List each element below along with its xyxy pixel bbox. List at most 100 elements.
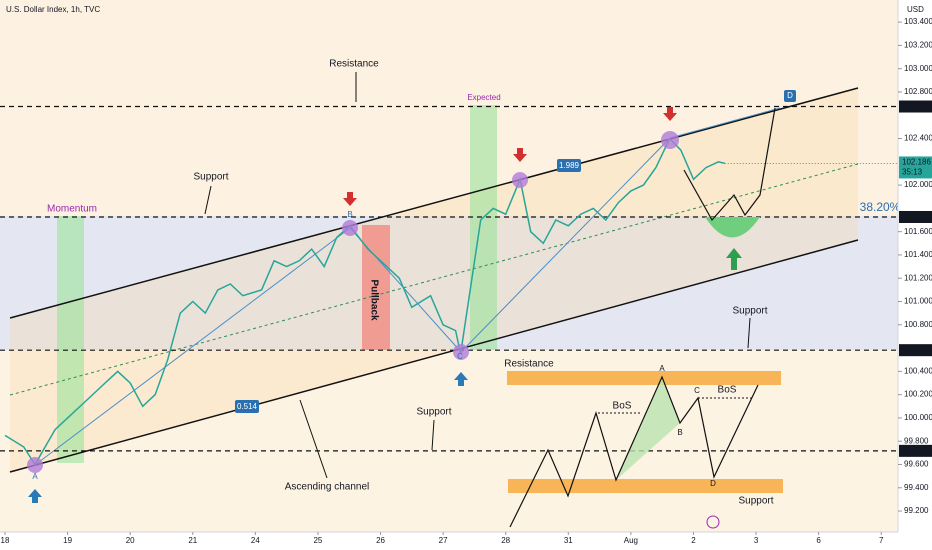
event-icon (706, 515, 720, 529)
level-box (899, 210, 932, 223)
y-tick-label: 102.800 (904, 87, 932, 96)
annotation: D (787, 91, 793, 100)
currency: USD (907, 5, 924, 14)
y-tick-label: 100.800 (904, 320, 932, 329)
level-label: 102.675 (902, 102, 931, 111)
pivot (661, 131, 679, 149)
y-tick-label: 103.400 (904, 17, 932, 26)
y-tick-label: 100.000 (904, 413, 932, 422)
pattern-fill (616, 377, 680, 480)
y-tick-label: 99.600 (904, 460, 929, 469)
price-line (4, 137, 725, 466)
x-tick-label: 27 (439, 536, 448, 545)
y-tick-label: 101.400 (904, 250, 932, 259)
channel-mid (9, 163, 859, 396)
annotation: Ascending channel (285, 482, 370, 493)
annotation: Resistance (329, 59, 379, 70)
pivot (27, 457, 43, 473)
y-tick-label: 103.000 (904, 64, 932, 73)
level-box (899, 100, 932, 113)
x-tick-label: 25 (313, 536, 322, 545)
annotation: A (32, 472, 38, 481)
y-tick-label: 100.400 (904, 366, 932, 375)
x-tick-label: 24 (251, 536, 260, 545)
annotation: Pullback (368, 279, 379, 321)
annotation: BoS (718, 385, 737, 396)
annotation: C (694, 386, 700, 395)
y-tick-label: 103.200 (904, 41, 932, 50)
pointer (431, 419, 435, 451)
pointer (747, 317, 751, 349)
channel-lower (9, 239, 859, 473)
pivot (342, 220, 358, 236)
price-axis (898, 0, 932, 550)
x-tick-label: 3 (754, 536, 759, 545)
x-tick-label: 18 (1, 536, 10, 545)
channel-upper (9, 87, 859, 319)
last-price-box (899, 156, 932, 179)
support-band (508, 479, 783, 493)
annotation: BoS (613, 401, 632, 412)
label-box (784, 90, 796, 102)
cup (705, 217, 760, 238)
annotation: 0.514 (237, 402, 258, 411)
pullback-box (362, 225, 390, 350)
x-tick-label: 31 (564, 536, 573, 545)
annotation: B (347, 210, 352, 219)
x-tick-label: 7 (879, 536, 884, 545)
y-tick-label: 101.200 (904, 273, 932, 282)
annotation: A (659, 364, 665, 373)
annotation: Support (416, 407, 451, 418)
annotation: Momentum (47, 204, 97, 215)
fib-label: 38.20% (860, 200, 901, 214)
up-arrow (726, 248, 742, 270)
resistance-band (507, 371, 781, 385)
pointer (299, 399, 328, 479)
y-tick-label: 99.800 (904, 436, 929, 445)
annotation: Support (193, 172, 228, 183)
x-tick-label: 6 (816, 536, 821, 545)
pivot (512, 172, 528, 188)
momentum-box (57, 216, 84, 463)
y-tick-label: 99.400 (904, 483, 929, 492)
label-box (235, 400, 259, 413)
last-price-label: 102.186 (902, 158, 931, 167)
level-label: 101.726 (902, 212, 931, 221)
up-arrow (28, 489, 42, 503)
level-label: 99.717 (902, 446, 927, 455)
x-tick-label: Aug (624, 536, 638, 545)
annotation: Support (732, 306, 767, 317)
annotation: Expected (467, 93, 500, 102)
projection (683, 107, 776, 222)
y-tick-label: 101.000 (904, 297, 932, 306)
x-tick-label: 19 (63, 536, 72, 545)
annotation: D (710, 479, 716, 488)
zone-upper (0, 0, 898, 216)
x-tick-label: 28 (501, 536, 510, 545)
y-tick-label: 102.000 (904, 180, 932, 189)
schematic-path (509, 375, 759, 528)
pivot (453, 344, 469, 360)
annotation: Support (738, 496, 773, 507)
level-box (899, 444, 932, 457)
x-tick-label: 21 (188, 536, 197, 545)
y-tick-label: 102.400 (904, 134, 932, 143)
y-tick-label: 101.600 (904, 227, 932, 236)
annotation: C (457, 352, 463, 361)
y-tick-label: 99.200 (904, 506, 929, 515)
down-arrow (513, 148, 527, 162)
x-tick-label: 2 (691, 536, 696, 545)
level-box (899, 344, 932, 357)
x-tick-label: 20 (126, 536, 135, 545)
countdown: 35:13 (902, 168, 923, 177)
pointer (204, 185, 212, 215)
annotation: Resistance (504, 359, 554, 370)
level-label: 100.582 (902, 345, 931, 354)
time-axis (0, 532, 932, 550)
annotation: 1.989 (559, 161, 580, 170)
down-arrow (343, 192, 357, 206)
annotation: B (677, 428, 682, 437)
expected-box (470, 105, 497, 350)
y-tick-label: 100.200 (904, 390, 932, 399)
